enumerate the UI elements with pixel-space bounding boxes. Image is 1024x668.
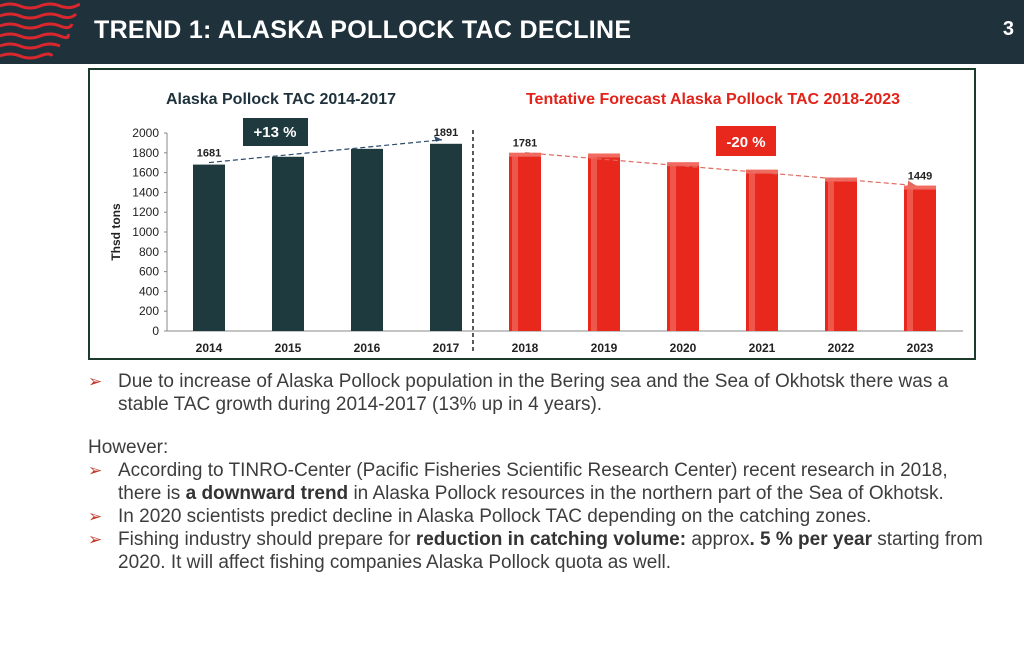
y-tick-label: 600 (139, 265, 159, 279)
x-tick-label: 2016 (354, 341, 381, 355)
y-tick-label: 400 (139, 284, 159, 298)
page-number: 3 (1002, 18, 1014, 40)
bullet-text: Due to increase of Alaska Pollock popula… (118, 371, 949, 415)
x-tick-label: 2019 (591, 341, 618, 355)
bullet-item: ➢ In 2020 scientists predict decline in … (88, 505, 988, 528)
bullet-text: In 2020 scientists predict decline in Al… (118, 506, 872, 527)
left-bar (272, 156, 304, 331)
data-label: 1449 (908, 171, 932, 183)
right-bar-cap (588, 153, 620, 158)
bullet-item: ➢ Fishing industry should prepare for re… (88, 528, 988, 574)
x-tick-label: 2018 (512, 341, 539, 355)
x-tick-label: 2014 (196, 341, 223, 355)
growth-badge-text: +13 % (254, 124, 297, 141)
growth-badge (243, 118, 308, 146)
wave-logo-icon (0, 2, 80, 60)
bullet-text: According to TINRO-Center (Pacific Fishe… (118, 460, 948, 504)
slide-title: TREND 1: ALASKA POLLOCK TAC DECLINE (94, 16, 632, 44)
y-tick-label: 200 (139, 304, 159, 318)
y-tick-label: 2000 (132, 126, 159, 140)
left-trend-arrow-icon (434, 135, 442, 142)
y-tick-label: 0 (152, 324, 159, 338)
right-chart-title: Tentative Forecast Alaska Pollock TAC 20… (526, 91, 900, 108)
bullet-arrow-icon: ➢ (88, 530, 103, 549)
left-bar (430, 143, 462, 331)
data-label: 1891 (434, 127, 458, 139)
data-label: 1681 (197, 148, 221, 160)
right-bar-cap (746, 169, 778, 174)
right-trend-line (524, 152, 917, 187)
right-bar-highlight (591, 155, 597, 331)
x-tick-label: 2015 (275, 341, 302, 355)
tac-chart: Alaska Pollock TAC 2014-2017 Tentative Fo… (109, 91, 963, 355)
y-tick-label: 1200 (132, 205, 159, 219)
bullet-item: ➢ Due to increase of Alaska Pollock popu… (88, 370, 988, 416)
decline-badge-text: -20 % (726, 134, 765, 151)
data-label: 1781 (513, 138, 537, 150)
bullet-text: Fishing industry should prepare for redu… (118, 529, 983, 573)
y-tick-label: 1800 (132, 146, 159, 160)
y-axis-label: Thsd tons (109, 203, 123, 261)
right-bar-highlight (749, 171, 755, 331)
x-tick-label: 2020 (670, 341, 697, 355)
y-tick-label: 1600 (132, 166, 159, 180)
bullet-item: ➢ According to TINRO-Center (Pacific Fis… (88, 459, 988, 505)
right-trend-arrow-icon (908, 180, 916, 187)
however-label: However: (88, 437, 169, 458)
left-trend-line (208, 139, 443, 164)
right-bar-highlight (670, 164, 676, 331)
y-tick-label: 800 (139, 245, 159, 259)
left-bar (351, 148, 383, 331)
y-tick-label: 1400 (132, 185, 159, 199)
x-tick-label: 2017 (433, 341, 460, 355)
right-bar-highlight (907, 187, 913, 331)
right-bar-highlight (512, 154, 518, 331)
right-bar-cap (825, 177, 857, 182)
right-bar-cap (509, 152, 541, 157)
left-bar (193, 164, 225, 331)
bullet-arrow-icon: ➢ (88, 461, 103, 480)
x-tick-label: 2021 (749, 341, 776, 355)
body-text: ➢ Due to increase of Alaska Pollock popu… (88, 370, 988, 574)
right-bar-cap (904, 185, 936, 190)
decline-badge (716, 126, 776, 156)
x-tick-label: 2023 (907, 341, 934, 355)
left-chart-title: Alaska Pollock TAC 2014-2017 (166, 91, 396, 108)
slide-header: TREND 1: ALASKA POLLOCK TAC DECLINE 3 (0, 0, 1024, 64)
right-bar-highlight (828, 179, 834, 331)
y-tick-label: 1000 (132, 225, 159, 239)
x-tick-label: 2022 (828, 341, 855, 355)
bullet-arrow-icon: ➢ (88, 507, 103, 526)
bullet-arrow-icon: ➢ (88, 372, 103, 391)
right-bar-cap (667, 162, 699, 167)
